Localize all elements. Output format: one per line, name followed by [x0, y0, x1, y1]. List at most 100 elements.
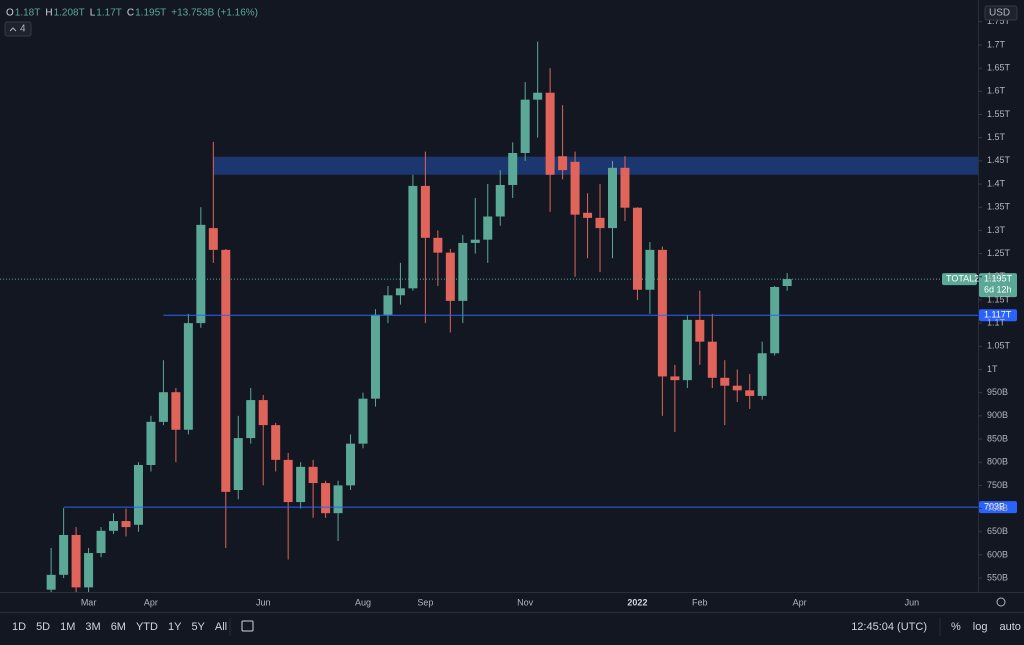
ohlc-value: 1.18T: [15, 8, 41, 19]
y-tick-label: 750B: [987, 480, 1008, 490]
candle-body: [445, 252, 455, 301]
y-tick-label: 600B: [987, 549, 1008, 559]
range-button[interactable]: 5Y: [191, 621, 205, 633]
y-tick-label: 1.45T: [987, 155, 1011, 165]
y-tick-label: 1.65T: [987, 63, 1011, 73]
x-tick-label: Mar: [81, 597, 97, 607]
candle-body: [645, 249, 655, 290]
candle-body: [570, 161, 580, 215]
series-name: TOTAL2: [946, 273, 979, 283]
range-button[interactable]: 1Y: [168, 621, 182, 633]
candle-body: [221, 249, 231, 492]
y-tick-label: 1T: [987, 364, 998, 374]
candle-body: [71, 534, 81, 588]
range-button[interactable]: All: [215, 621, 227, 633]
candle-body: [171, 392, 181, 430]
candle-body: [420, 185, 430, 238]
candle-body: [732, 385, 742, 391]
candle-body: [133, 464, 143, 525]
price-label: 1.195T: [984, 273, 1013, 283]
range-button[interactable]: 6M: [111, 621, 126, 633]
candle-body: [246, 400, 256, 439]
x-tick-label: Apr: [793, 597, 807, 607]
candle-body: [458, 242, 468, 301]
x-tick-label: Nov: [517, 597, 534, 607]
candle-body: [96, 530, 106, 554]
scale-option[interactable]: %: [951, 621, 961, 633]
candle-body: [59, 534, 69, 575]
y-tick-label: 1.6T: [987, 86, 1006, 96]
supply-zone: [213, 156, 978, 175]
y-tick-label: 800B: [987, 457, 1008, 467]
candle-body: [707, 341, 717, 378]
candle-body: [271, 425, 281, 460]
indicator-toggle[interactable]: [4, 21, 32, 37]
candle-body: [383, 295, 393, 315]
ohlc-value: 1.17T: [96, 8, 122, 19]
price-tag: [979, 273, 1017, 298]
y-tick-label: 1.25T: [987, 248, 1011, 258]
y-tick-label: 1.55T: [987, 109, 1011, 119]
range-button[interactable]: YTD: [136, 621, 158, 633]
y-tick-label: 950B: [987, 387, 1008, 397]
candle-body: [296, 466, 306, 503]
y-tick-label: 1.75T: [987, 16, 1011, 26]
x-tick-label: 2022: [627, 597, 647, 607]
candle-body: [770, 286, 780, 354]
candle-body: [533, 92, 543, 100]
x-tick-label: Jun: [905, 597, 920, 607]
settings-icon[interactable]: [996, 597, 1006, 607]
candle-body: [620, 167, 630, 208]
candle-body: [670, 376, 680, 381]
scale-option[interactable]: auto: [999, 621, 1020, 633]
range-button[interactable]: 1M: [60, 621, 75, 633]
ohlc-value: 1.208T: [54, 8, 85, 19]
y-tick-label: 900B: [987, 410, 1008, 420]
candle-body: [308, 466, 318, 484]
candle-body: [408, 185, 418, 289]
date-range-icon[interactable]: [241, 620, 254, 632]
candle-body: [520, 99, 530, 153]
x-tick-label: Apr: [144, 597, 158, 607]
x-tick-label: Aug: [355, 597, 371, 607]
candle-body: [183, 323, 193, 430]
chevron: [9, 27, 17, 32]
candle-body: [595, 217, 605, 229]
candle-body: [607, 167, 617, 229]
ohlc-key: H: [45, 8, 52, 19]
candle-body: [558, 156, 568, 171]
candle-body: [208, 228, 218, 250]
change: +13.753B (+1.16%): [171, 8, 258, 19]
ohlc-key: O: [6, 8, 14, 19]
candle-body: [370, 314, 380, 399]
level-tag: [979, 501, 1017, 514]
candle-body: [682, 319, 692, 381]
candle-body: [196, 224, 206, 324]
candle-body: [109, 521, 119, 531]
y-tick-label: 1.35T: [987, 202, 1011, 212]
candle-body: [46, 574, 56, 590]
currency-box[interactable]: [984, 5, 1018, 21]
clock: 12:45:04 (UTC): [851, 621, 927, 633]
candle-body: [545, 92, 555, 175]
candle-body: [358, 398, 368, 444]
candle-body: [470, 239, 480, 243]
candle-body: [258, 400, 268, 426]
range-button[interactable]: 5D: [36, 621, 50, 633]
candle-body: [583, 212, 593, 218]
candle-body: [657, 249, 667, 377]
candle-body: [395, 288, 405, 296]
candle-body: [121, 521, 131, 528]
y-tick-label: 1.15T: [987, 294, 1011, 304]
candle-body: [720, 377, 730, 386]
y-tick-label: 1.3T: [987, 225, 1006, 235]
series-tag: [942, 273, 977, 286]
candle-body: [346, 443, 356, 486]
scale-option[interactable]: log: [973, 621, 988, 633]
y-tick-label: 1.5T: [987, 132, 1006, 142]
range-button[interactable]: 1D: [12, 621, 26, 633]
range-button[interactable]: 3M: [85, 621, 100, 633]
ohlc-key: C: [127, 8, 134, 19]
y-tick-label: 1.2T: [987, 271, 1006, 281]
indicator-count: 4: [20, 24, 26, 35]
